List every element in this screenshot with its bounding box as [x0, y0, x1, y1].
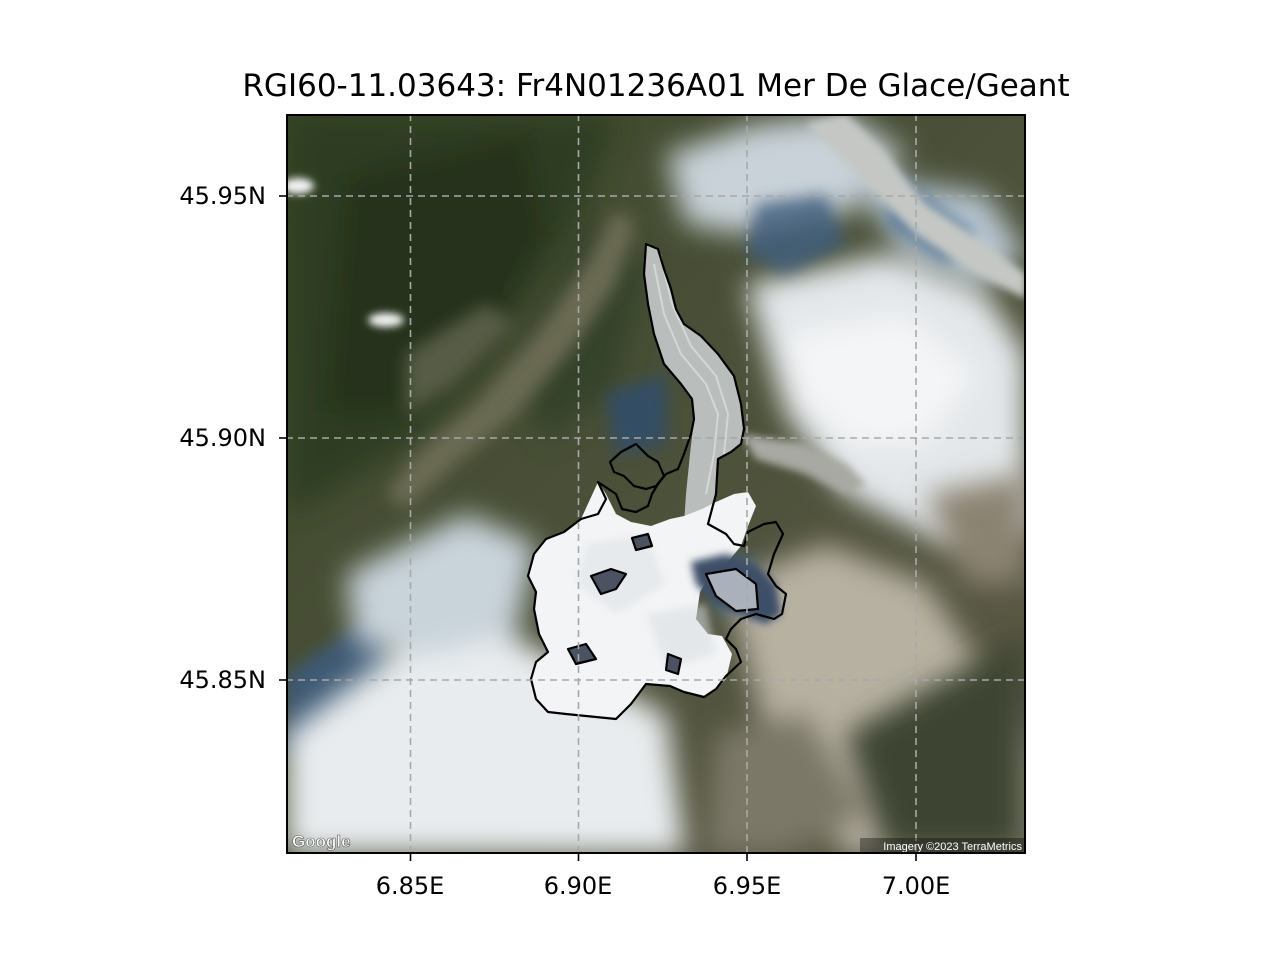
y-tick-label: 45.85N: [179, 666, 266, 694]
x-tick-label: 7.00E: [881, 872, 951, 900]
map-frame-border: [286, 114, 1026, 854]
y-tick-label: 45.95N: [179, 182, 266, 210]
glacier-outline: [526, 242, 788, 721]
satellite-imagery: [286, 114, 1026, 854]
map-canvas: Google Imagery ©2023 TerraMetrics: [286, 114, 1026, 854]
x-tick-label: 6.90E: [543, 872, 613, 900]
imagery-attribution: Imagery ©2023 TerraMetrics: [883, 841, 1022, 853]
google-logo: Google: [292, 832, 351, 851]
graticule-grid: [286, 114, 1026, 854]
satellite-map[interactable]: Google Imagery ©2023 TerraMetrics: [286, 114, 1026, 854]
map-title: RGI60-11.03643: Fr4N01236A01 Mer De Glac…: [242, 68, 1070, 104]
y-tick-label: 45.90N: [179, 424, 266, 452]
x-tick-label: 6.85E: [375, 872, 445, 900]
x-tick-label: 6.95E: [712, 872, 782, 900]
